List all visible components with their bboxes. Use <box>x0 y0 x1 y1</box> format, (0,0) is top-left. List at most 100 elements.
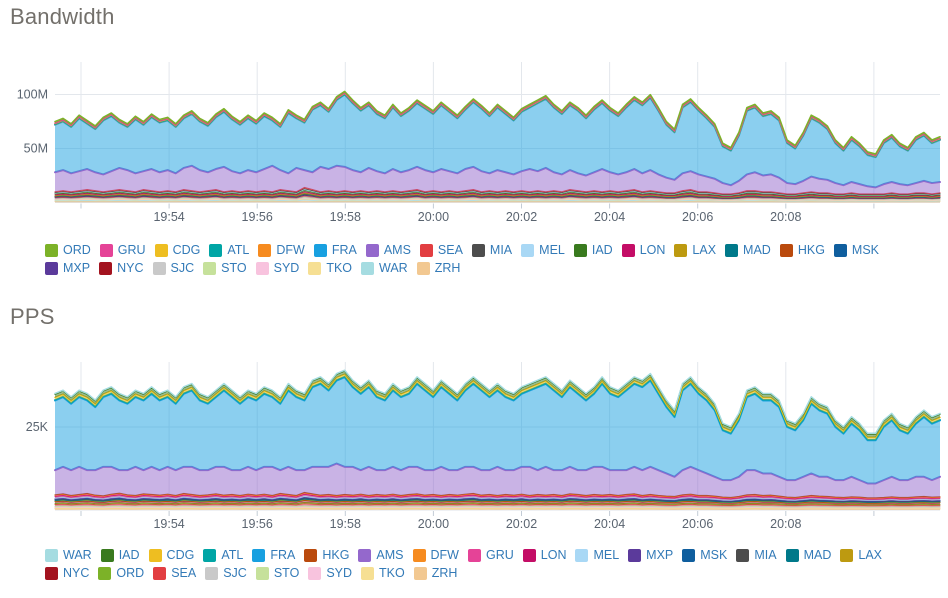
legend-item-ord[interactable]: ORD <box>45 242 91 259</box>
mad-swatch <box>725 244 739 257</box>
legend-item-war[interactable]: WAR <box>45 547 92 564</box>
legend-item-fra[interactable]: FRA <box>313 242 357 259</box>
war-swatch <box>45 549 58 562</box>
legend-item-war[interactable]: WAR <box>361 260 408 277</box>
syd-swatch <box>255 262 269 275</box>
legend-item-mia[interactable]: MIA <box>471 242 512 259</box>
legend-item-dfw[interactable]: DFW <box>412 547 459 564</box>
legend-label: LON <box>639 243 666 257</box>
y-tick-label: 100M <box>17 88 48 102</box>
fra-swatch <box>252 549 266 562</box>
mxp-swatch <box>628 549 642 562</box>
x-tick-label: 20:02 <box>506 210 537 224</box>
series-area-fra <box>55 94 940 188</box>
sea-swatch <box>419 244 433 257</box>
msk-swatch <box>682 549 696 562</box>
legend-item-lax[interactable]: LAX <box>674 242 716 259</box>
legend-item-sto[interactable]: STO <box>203 260 247 277</box>
legend-item-tko[interactable]: TKO <box>308 260 352 277</box>
legend-label: HKG <box>322 548 350 562</box>
legend-item-sjc[interactable]: SJC <box>205 565 247 582</box>
legend-item-dfw[interactable]: DFW <box>258 242 305 259</box>
legend-label: MXP <box>646 548 674 562</box>
series-area-fra <box>55 377 940 484</box>
y-axis: 100M 50M <box>17 88 48 156</box>
legend-item-tko[interactable]: TKO <box>361 565 405 582</box>
legend-item-msk[interactable]: MSK <box>833 242 880 259</box>
cdg-swatch <box>154 244 168 257</box>
ams-swatch <box>358 549 372 562</box>
legend-label: ZRH <box>434 261 461 275</box>
legend-item-hkg[interactable]: HKG <box>779 242 825 259</box>
legend-item-atl[interactable]: ATL <box>209 242 249 259</box>
legend-item-mad[interactable]: MAD <box>725 242 771 259</box>
legend-item-syd[interactable]: SYD <box>308 565 352 582</box>
ams-swatch <box>365 244 379 257</box>
legend-item-mel[interactable]: MEL <box>521 242 565 259</box>
mel-swatch <box>521 244 535 257</box>
legend-item-mxp[interactable]: MXP <box>628 547 673 564</box>
legend-item-hkg[interactable]: HKG <box>304 547 349 564</box>
legend-item-sea[interactable]: SEA <box>153 565 196 582</box>
legend-item-nyc[interactable]: NYC <box>45 565 89 582</box>
legend-label: STO <box>273 566 300 580</box>
legend-item-ord[interactable]: ORD <box>98 565 144 582</box>
legend-item-ams[interactable]: AMS <box>365 242 411 259</box>
iad-swatch <box>100 549 114 562</box>
legend-label: MSK <box>851 243 880 257</box>
legend-item-lon[interactable]: LON <box>522 547 567 564</box>
legend-item-gru[interactable]: GRU <box>467 547 514 564</box>
x-tick-label: 20:08 <box>770 517 801 531</box>
legend-label: GRU <box>485 548 514 562</box>
legend-item-sjc[interactable]: SJC <box>152 260 194 277</box>
x-tick-label: 19:56 <box>242 517 273 531</box>
legend-item-sto[interactable]: STO <box>255 565 300 582</box>
legend-item-cdg[interactable]: CDG <box>154 242 200 259</box>
y-tick-label: 25K <box>26 420 49 434</box>
legend-label: LAX <box>858 548 883 562</box>
legend-label: SEA <box>171 566 197 580</box>
x-tick-label: 19:56 <box>242 210 273 224</box>
series-line-war <box>54 369 941 435</box>
mia-swatch <box>736 549 750 562</box>
msk-swatch <box>833 244 847 257</box>
legend-item-gru[interactable]: GRU <box>99 242 146 259</box>
pps-chart[interactable]: 19:54 19:56 19:58 20:00 20:02 20:04 20:06 20:08… <box>0 300 948 544</box>
legend-item-iad[interactable]: IAD <box>573 242 613 259</box>
series-area-nyc <box>55 500 940 505</box>
legend-label: IAD <box>591 243 613 257</box>
hkg-swatch <box>304 549 318 562</box>
legend-item-msk[interactable]: MSK <box>682 547 727 564</box>
legend-item-zrh[interactable]: ZRH <box>416 260 461 277</box>
pps-title: PPS <box>10 304 55 329</box>
x-tick-label: 20:00 <box>418 210 449 224</box>
syd-swatch <box>308 567 322 580</box>
zrh-swatch <box>413 567 427 580</box>
ord-swatch <box>98 567 112 580</box>
legend-item-lon[interactable]: LON <box>621 242 666 259</box>
legend-item-cdg[interactable]: CDG <box>148 547 194 564</box>
legend-item-iad[interactable]: IAD <box>100 547 140 564</box>
legend-item-mad[interactable]: MAD <box>785 547 831 564</box>
bandwidth-chart[interactable]: 19:54 19:56 19:58 20:00 20:02 20:04 20:06 20:08… <box>0 44 948 276</box>
legend-item-fra[interactable]: FRA <box>252 547 295 564</box>
legend-item-lax[interactable]: LAX <box>840 547 882 564</box>
legend-item-atl[interactable]: ATL <box>203 547 243 564</box>
legend-label: SYD <box>326 566 353 580</box>
legend-label: LON <box>540 548 567 562</box>
legend-item-nyc[interactable]: NYC <box>99 260 144 277</box>
legend-label: DFW <box>430 548 459 562</box>
legend-label: FRA <box>331 243 357 257</box>
legend-item-mel[interactable]: MEL <box>575 547 619 564</box>
legend-label: SYD <box>273 261 300 275</box>
zrh-swatch <box>416 262 430 275</box>
legend-item-mia[interactable]: MIA <box>736 547 777 564</box>
legend-label: DFW <box>276 243 305 257</box>
legend-item-syd[interactable]: SYD <box>255 260 300 277</box>
series-area-ams <box>55 165 940 194</box>
sto-swatch <box>203 262 217 275</box>
legend-item-ams[interactable]: AMS <box>358 547 404 564</box>
legend-item-mxp[interactable]: MXP <box>45 260 90 277</box>
legend-item-sea[interactable]: SEA <box>419 242 463 259</box>
legend-item-zrh[interactable]: ZRH <box>413 565 457 582</box>
